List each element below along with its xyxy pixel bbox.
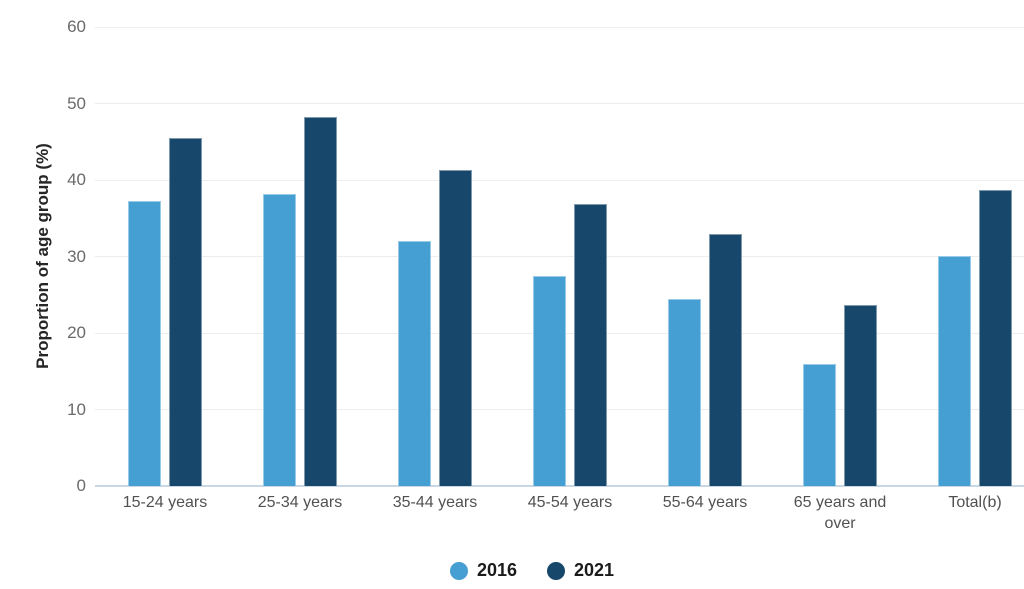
x-axis-line [95,485,1024,487]
x-axis-label: 15-24 years [122,494,208,511]
legend-label-2021: 2021 [574,560,615,580]
x-axis-label: 35-44 years [392,494,478,511]
bar-2016 [398,241,431,486]
bar-2021 [844,304,877,486]
y-tick-label: 30 [67,246,86,266]
x-axis-label: 45-54 years [527,494,613,511]
legend-label-2016: 2016 [476,560,517,580]
x-axis-label: 65 years and over [793,494,887,532]
bar-2021 [169,137,202,486]
legend: 2016 2021 [20,560,1024,581]
gridline [95,26,1024,28]
x-axis-label: 25-34 years [257,494,343,511]
y-tick-label: 50 [67,93,86,113]
legend-item-2021: 2021 [547,560,614,581]
bar-2021 [709,234,742,486]
y-tick-label: 0 [76,476,86,495]
gridline [95,179,1024,181]
legend-item-2016: 2016 [449,560,517,581]
bar-2016 [128,201,161,486]
x-axis-label: 55-64 years [662,494,748,511]
bar-2021 [979,189,1012,486]
bar-2021 [304,116,337,486]
gridline [95,256,1024,257]
y-tick-label: 20 [67,323,86,342]
x-axis-label: Total(b) [948,494,1002,511]
legend-swatch-2016-icon [449,561,468,580]
bar-2016 [803,363,836,486]
bar-2016 [668,298,701,486]
y-tick-label: 10 [67,399,86,419]
bar-2021 [574,204,607,486]
gridline [95,103,1024,104]
bar-2016 [938,255,971,486]
y-tick-label: 60 [67,17,86,36]
bar-2021 [439,170,472,486]
y-tick-label: 40 [67,170,86,189]
bar-2016 [533,276,566,486]
bar-2016 [263,193,296,486]
legend-swatch-2021-icon [547,561,565,580]
